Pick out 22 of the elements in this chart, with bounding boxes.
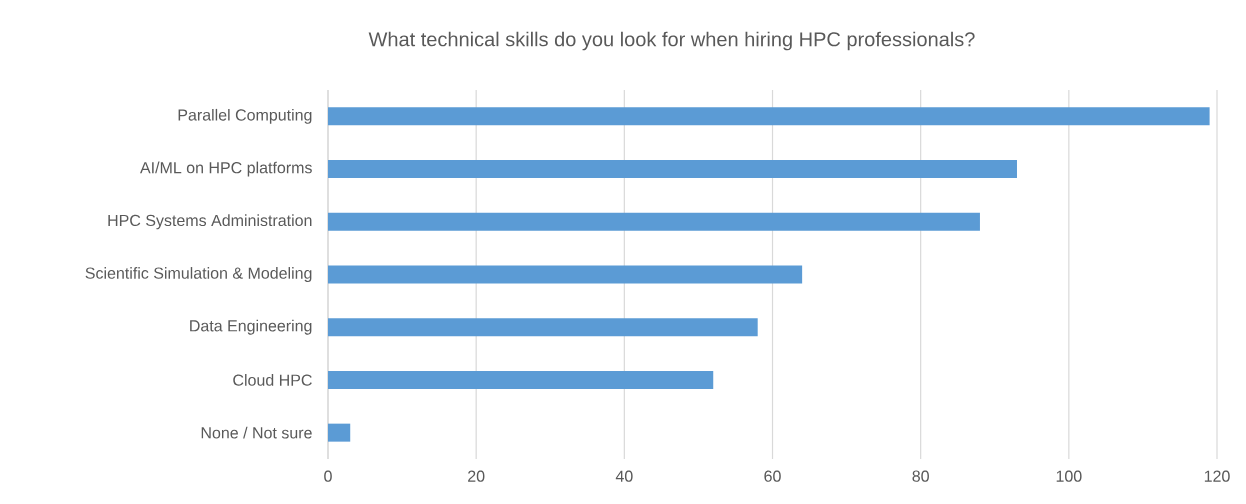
- bar: [328, 318, 758, 337]
- y-tick-label: Data Engineering: [190, 319, 312, 335]
- x-tick-label: 60: [764, 470, 781, 482]
- y-tick-label: Cloud HPC: [233, 374, 312, 386]
- bar: [328, 160, 1017, 179]
- bar: [328, 370, 714, 389]
- bar: [328, 107, 1210, 126]
- y-tick-label: AI/ML on HPC platforms: [140, 161, 312, 177]
- y-tick-label: Scientific Simulation & Modeling: [85, 267, 312, 282]
- y-tick-label: None / Not sure: [201, 426, 312, 439]
- chart-title: What technical skills do you look for when hiring HPC professionals?: [368, 31, 975, 51]
- y-tick-label: Parallel Computing: [178, 108, 312, 124]
- y-tick-label: HPC Systems Administration: [108, 214, 312, 230]
- bar: [328, 265, 803, 284]
- x-tick-label: 20: [468, 470, 485, 482]
- x-tick-label: 40: [615, 470, 633, 482]
- bar: [328, 423, 351, 442]
- x-tick-label: 100: [1056, 470, 1082, 482]
- x-tick-label: 120: [1204, 470, 1230, 482]
- x-tick-label: 0: [324, 470, 332, 482]
- bar: [328, 212, 980, 231]
- x-tick-label: 80: [912, 470, 929, 482]
